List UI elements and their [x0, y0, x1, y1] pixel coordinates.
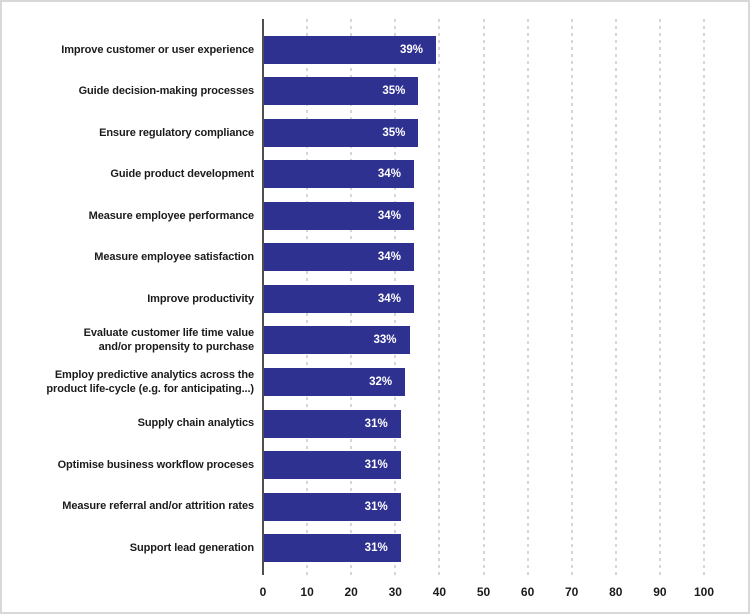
- bar-row: Evaluate customer life time value and/or…: [2, 320, 748, 362]
- category-label: Evaluate customer life time value and/or…: [83, 326, 254, 354]
- bar-track: 32%: [264, 368, 705, 397]
- value-label: 31%: [364, 459, 388, 472]
- bar-row: Improve productivity 34%: [2, 278, 748, 320]
- x-tick-label: 0: [259, 585, 267, 599]
- x-tick-label: 80: [609, 585, 623, 599]
- x-tick-label: 90: [653, 585, 667, 599]
- bar-rows: Improve customer or user experience 39% …: [2, 29, 748, 569]
- bar-row: Measure employee satisfaction 34%: [2, 237, 748, 279]
- gridline: [658, 19, 661, 575]
- bar-track: 39%: [264, 35, 705, 64]
- bar: 31%: [264, 451, 401, 480]
- bar-track: 31%: [264, 409, 705, 438]
- category-label: Improve customer or user experience: [61, 43, 254, 56]
- category-label: Optimise business workflow proceses: [57, 458, 255, 471]
- category-label: Improve productivity: [147, 292, 254, 305]
- bar: 35%: [264, 77, 419, 106]
- bar-row: Support lead generation 31%: [2, 527, 748, 569]
- bar-row: Supply chain analytics 31%: [2, 403, 748, 445]
- bar-row: Optimise business workflow proceses 31%: [2, 444, 748, 486]
- value-label: 34%: [377, 209, 401, 222]
- gridline: [614, 19, 617, 575]
- category-label: Measure employee performance: [88, 209, 254, 222]
- x-tick-label: 70: [565, 585, 579, 599]
- bar-track: 34%: [264, 160, 705, 189]
- bar: 35%: [264, 118, 419, 147]
- value-label: 39%: [399, 43, 423, 56]
- value-label: 34%: [377, 168, 401, 181]
- value-label: 33%: [373, 334, 397, 347]
- bar: 31%: [264, 492, 401, 521]
- bar-track: 31%: [264, 492, 705, 521]
- bar: 34%: [264, 284, 414, 313]
- bar-row: Guide product development 34%: [2, 154, 748, 196]
- value-label: 34%: [377, 251, 401, 264]
- x-tick-label: 50: [476, 585, 491, 599]
- category-label: Guide product development: [110, 168, 254, 181]
- bar-track: 34%: [264, 201, 705, 230]
- category-label: Measure employee satisfaction: [94, 251, 254, 264]
- category-label: Support lead generation: [129, 541, 254, 554]
- bar: 31%: [264, 409, 401, 438]
- value-label: 35%: [382, 85, 406, 98]
- bar: 34%: [264, 201, 414, 230]
- category-label: Employ predictive analytics across the p…: [46, 368, 254, 396]
- x-tick-label: 60: [520, 585, 535, 599]
- value-label: 31%: [364, 500, 388, 513]
- bar: 39%: [264, 35, 436, 64]
- category-label: Ensure regulatory compliance: [99, 126, 254, 139]
- bar-track: 33%: [264, 326, 705, 355]
- bar-row: Employ predictive analytics across the p…: [2, 361, 748, 403]
- x-tick-label: 30: [388, 585, 402, 599]
- bar: 31%: [264, 534, 401, 563]
- bar: 33%: [264, 326, 410, 355]
- gridline: [570, 19, 573, 575]
- value-label: 31%: [364, 542, 388, 555]
- bar-track: 34%: [264, 284, 705, 313]
- x-tick-label: 100: [693, 585, 715, 599]
- x-axis-ticks: 0 10 20 30 40 50 60 70 80 90 100: [259, 585, 714, 603]
- category-label: Measure referral and/or attrition rates: [62, 500, 254, 513]
- y-axis-line: [262, 19, 264, 575]
- gridline: [703, 19, 705, 575]
- x-tick-label: 40: [432, 585, 447, 599]
- bar-track: 35%: [264, 118, 705, 147]
- value-label: 34%: [377, 292, 401, 305]
- gridline: [438, 19, 441, 575]
- value-label: 35%: [382, 126, 406, 139]
- category-label: Supply chain analytics: [137, 417, 255, 430]
- bar-row: Measure referral and/or attrition rates …: [2, 486, 748, 528]
- x-tick-label: 20: [344, 585, 358, 599]
- bar: 34%: [264, 243, 414, 272]
- gridline: [526, 19, 529, 575]
- value-label: 32%: [369, 376, 393, 389]
- gridline: [482, 19, 485, 575]
- category-label: Guide decision-making processes: [78, 85, 255, 98]
- bar: 32%: [264, 368, 406, 397]
- bar-track: 34%: [264, 243, 705, 272]
- bar-track: 31%: [264, 534, 705, 563]
- bar: 34%: [264, 160, 414, 189]
- bar-row: Ensure regulatory compliance 35%: [2, 112, 748, 154]
- bar-row: Improve customer or user experience 39%: [2, 29, 748, 71]
- bar-row: Measure employee performance 34%: [2, 195, 748, 237]
- bar-track: 35%: [264, 77, 705, 106]
- bar-row: Guide decision-making processes 35%: [2, 71, 748, 113]
- bar-track: 31%: [264, 451, 705, 480]
- value-label: 31%: [364, 417, 388, 430]
- x-tick-label: 10: [300, 585, 314, 599]
